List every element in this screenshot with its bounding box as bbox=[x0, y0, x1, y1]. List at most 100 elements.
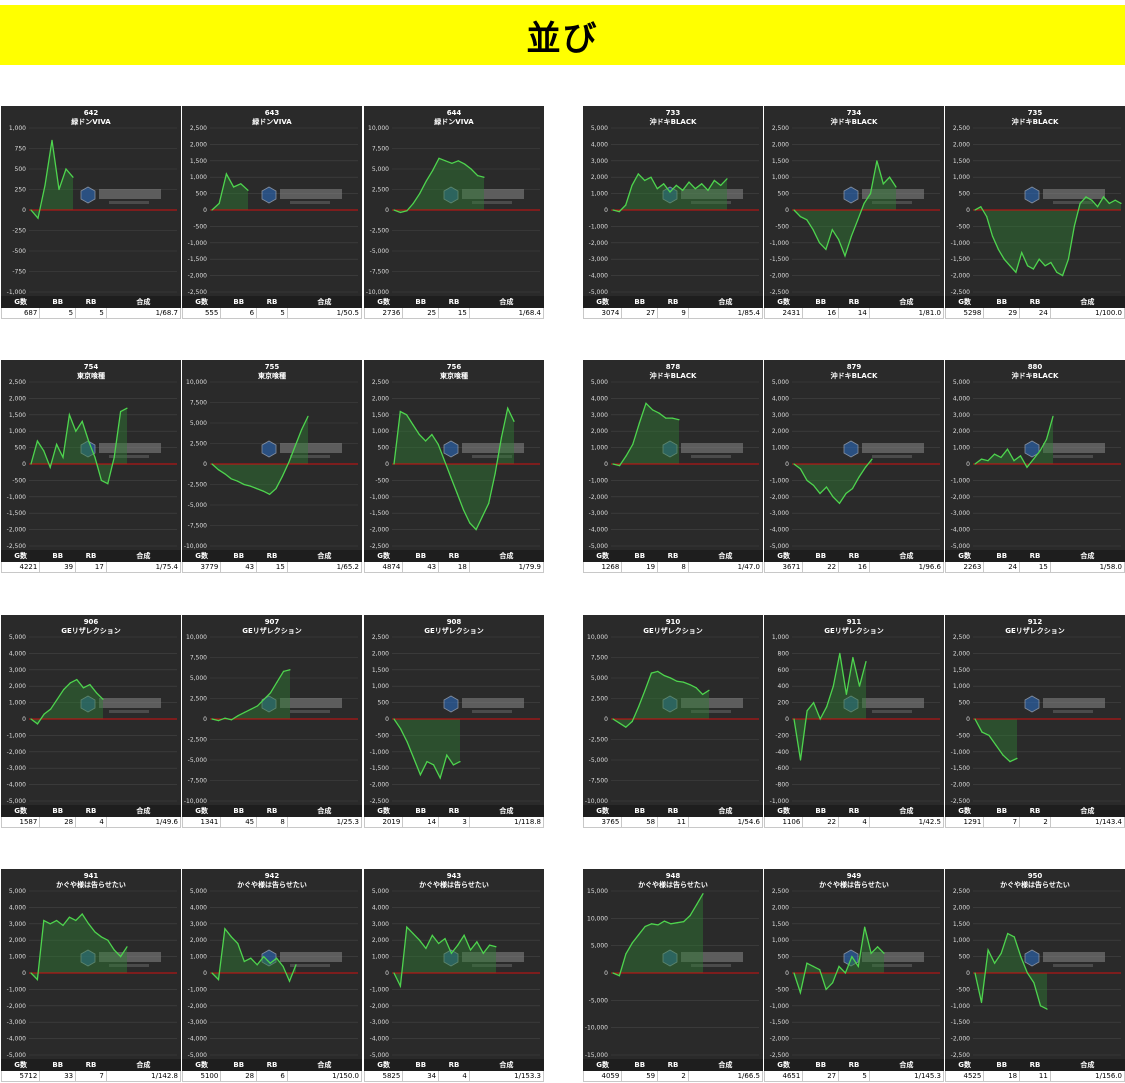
y-tick-label: 0 bbox=[385, 461, 389, 468]
data-point bbox=[688, 181, 690, 183]
data-point bbox=[211, 718, 213, 720]
watermark-sub bbox=[691, 455, 731, 458]
stats-header: 合成 bbox=[868, 805, 945, 817]
watermark-logo bbox=[662, 949, 743, 967]
data-point bbox=[437, 443, 439, 445]
machine-number: 756 bbox=[446, 363, 462, 371]
data-point bbox=[883, 952, 885, 954]
data-point bbox=[120, 956, 122, 958]
y-tick-label: -1,500 bbox=[370, 510, 390, 517]
data-point bbox=[625, 455, 627, 457]
machine-name: 緑ドンVIVA bbox=[434, 118, 474, 126]
watermark-sub bbox=[109, 201, 149, 204]
y-tick-label: -500 bbox=[375, 732, 389, 739]
stats-value: 18 bbox=[983, 1070, 1021, 1082]
stats-value: 4 bbox=[75, 816, 107, 828]
y-tick-label: 1,000 bbox=[772, 634, 789, 641]
y-tick-label: 2,000 bbox=[372, 937, 389, 944]
slump-graph: -2,500 -2,000 -1,500 -1,000 -500 0 500 1,000 1,5… bbox=[370, 634, 540, 805]
data-point bbox=[65, 168, 67, 170]
watermark-bar bbox=[862, 952, 924, 962]
data-point bbox=[225, 173, 227, 175]
data-point bbox=[89, 684, 91, 686]
y-tick-label: -2,000 bbox=[589, 240, 609, 247]
data-point bbox=[412, 202, 414, 204]
y-tick-label: -3,000 bbox=[188, 1019, 208, 1026]
data-point bbox=[443, 460, 446, 462]
data-point bbox=[36, 440, 39, 442]
y-tick-label: 7,500 bbox=[190, 655, 207, 662]
machine-number: 879 bbox=[846, 363, 862, 371]
y-tick-label: -5,000 bbox=[188, 502, 208, 509]
stats-value: 19 bbox=[621, 561, 659, 573]
machine-number: 948 bbox=[665, 872, 681, 880]
chart-area: -1,000 -800 -600 -400 -200 0 200 400 600 800 1,000… bbox=[764, 615, 944, 805]
watermark-bar bbox=[280, 189, 342, 199]
data-point bbox=[980, 206, 982, 208]
data-point bbox=[857, 965, 859, 967]
data-point bbox=[1097, 206, 1099, 208]
data-point bbox=[669, 191, 671, 193]
machine-name: 沖ドキBLACK bbox=[1011, 372, 1059, 380]
series-fill bbox=[394, 408, 514, 530]
machine-panel-734: -2,500 -2,000 -1,500 -1,000 -500 0 500 1,000 1,5… bbox=[763, 106, 945, 319]
stats-value: 1/58.0 bbox=[1049, 561, 1125, 573]
stats-value: 17 bbox=[75, 561, 107, 573]
data-point bbox=[864, 466, 867, 468]
data-point bbox=[513, 420, 515, 422]
slump-graph: -10,000 -7,500 -5,000 -2,500 0 2,500 5,000 7,50… bbox=[366, 125, 540, 296]
y-tick-label: 3,000 bbox=[591, 412, 608, 419]
watermark-logo bbox=[1024, 695, 1105, 713]
data-point bbox=[663, 183, 665, 185]
data-point bbox=[444, 160, 446, 162]
data-point bbox=[69, 682, 71, 684]
data-point bbox=[446, 754, 448, 756]
data-point bbox=[30, 463, 32, 465]
stats-header: 合成 bbox=[286, 296, 363, 308]
y-tick-label: -5,000 bbox=[770, 543, 790, 550]
data-point bbox=[56, 698, 58, 700]
slump-graph: -10,000 -7,500 -5,000 -2,500 0 2,500 5,000 7,50… bbox=[184, 634, 358, 805]
data-point bbox=[126, 946, 128, 948]
y-tick-label: -5,000 bbox=[370, 248, 390, 255]
y-tick-label: -250 bbox=[12, 228, 26, 235]
stats-header: 合成 bbox=[1049, 1059, 1125, 1071]
data-point bbox=[889, 176, 891, 178]
y-tick-label: -2,500 bbox=[951, 798, 971, 805]
y-tick-label: -500 bbox=[375, 477, 389, 484]
data-point bbox=[100, 936, 102, 938]
stats-value: 11 bbox=[1019, 1070, 1051, 1082]
y-tick-label: 2,500 bbox=[591, 696, 608, 703]
stats-header: RB bbox=[256, 1059, 288, 1071]
y-tick-label: -1,000 bbox=[188, 240, 208, 247]
title-banner: 並び bbox=[0, 5, 1125, 65]
stats-value: 1/150.0 bbox=[286, 1070, 363, 1082]
watermark-sub bbox=[1053, 964, 1093, 967]
data-point bbox=[243, 711, 246, 713]
chart-area: -10,000 -7,500 -5,000 -2,500 0 2,500 5,000 7,50… bbox=[182, 615, 362, 805]
machine-panel-878: -5,000 -4,000 -3,000 -2,000 -1,000 0 1,000 2,00… bbox=[582, 360, 764, 573]
y-tick-label: 2,000 bbox=[772, 141, 789, 148]
slump-graph: -1,000 -800 -600 -400 -200 0 200 400 600 800 1,000 bbox=[770, 634, 940, 805]
stats-value: 2 bbox=[657, 1070, 689, 1082]
machine-number: 911 bbox=[846, 618, 862, 626]
data-point bbox=[393, 209, 395, 211]
y-tick-label: 4,000 bbox=[772, 395, 789, 402]
data-point bbox=[812, 229, 814, 231]
y-tick-label: 1,500 bbox=[372, 412, 389, 419]
data-point bbox=[819, 492, 821, 495]
data-point bbox=[282, 670, 285, 672]
stats-value: 5100 bbox=[181, 1070, 222, 1082]
y-tick-label: 2,500 bbox=[9, 379, 26, 386]
watermark-logo bbox=[261, 695, 342, 713]
chart-area: -1,000 -750 -500 -250 0 250 500 750 1,000 642 緑ドンV… bbox=[1, 106, 181, 296]
data-point bbox=[399, 211, 401, 214]
y-tick-label: 5,000 bbox=[591, 675, 608, 682]
stats-value: 59 bbox=[621, 1070, 659, 1082]
machine-panel-755: -10,000 -7,500 -5,000 -2,500 0 2,500 5,000 7,50… bbox=[181, 360, 363, 573]
data-point bbox=[432, 170, 434, 172]
y-tick-label: 1,000 bbox=[772, 174, 789, 181]
data-point bbox=[1033, 982, 1035, 984]
data-point bbox=[107, 483, 109, 485]
y-tick-label: 0 bbox=[966, 207, 970, 214]
